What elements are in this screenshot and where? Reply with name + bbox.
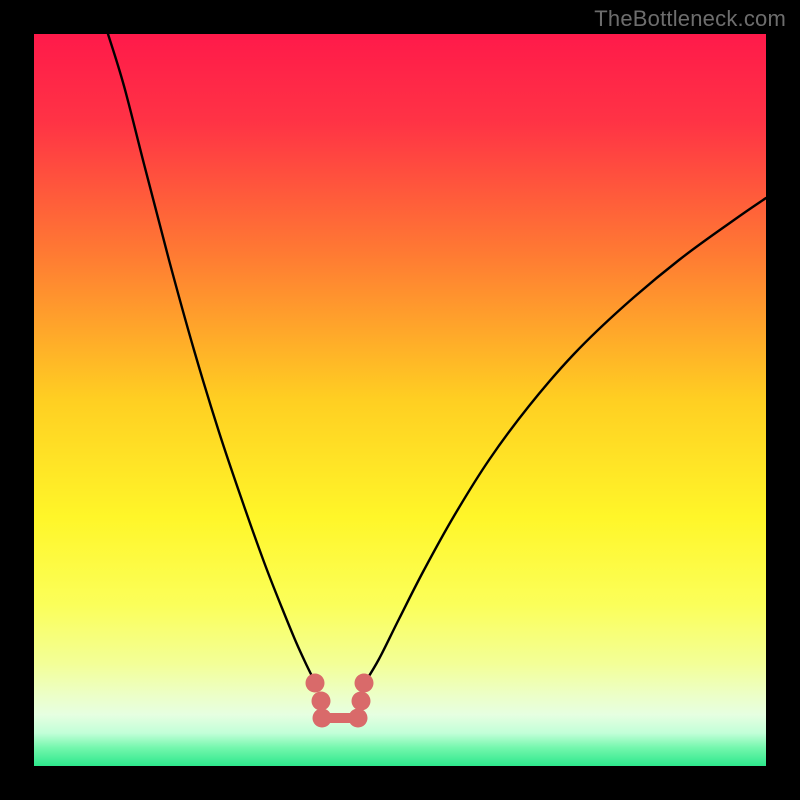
- trough-dot: [312, 692, 331, 711]
- curve-left: [108, 34, 316, 684]
- trough-dot: [313, 709, 332, 728]
- trough-dot: [349, 709, 368, 728]
- watermark-text: TheBottleneck.com: [594, 6, 786, 32]
- trough-dot: [355, 674, 374, 693]
- trough-dot: [352, 692, 371, 711]
- curve-right: [364, 198, 766, 684]
- trough-dot: [306, 674, 325, 693]
- chart-curve-layer: [0, 0, 800, 800]
